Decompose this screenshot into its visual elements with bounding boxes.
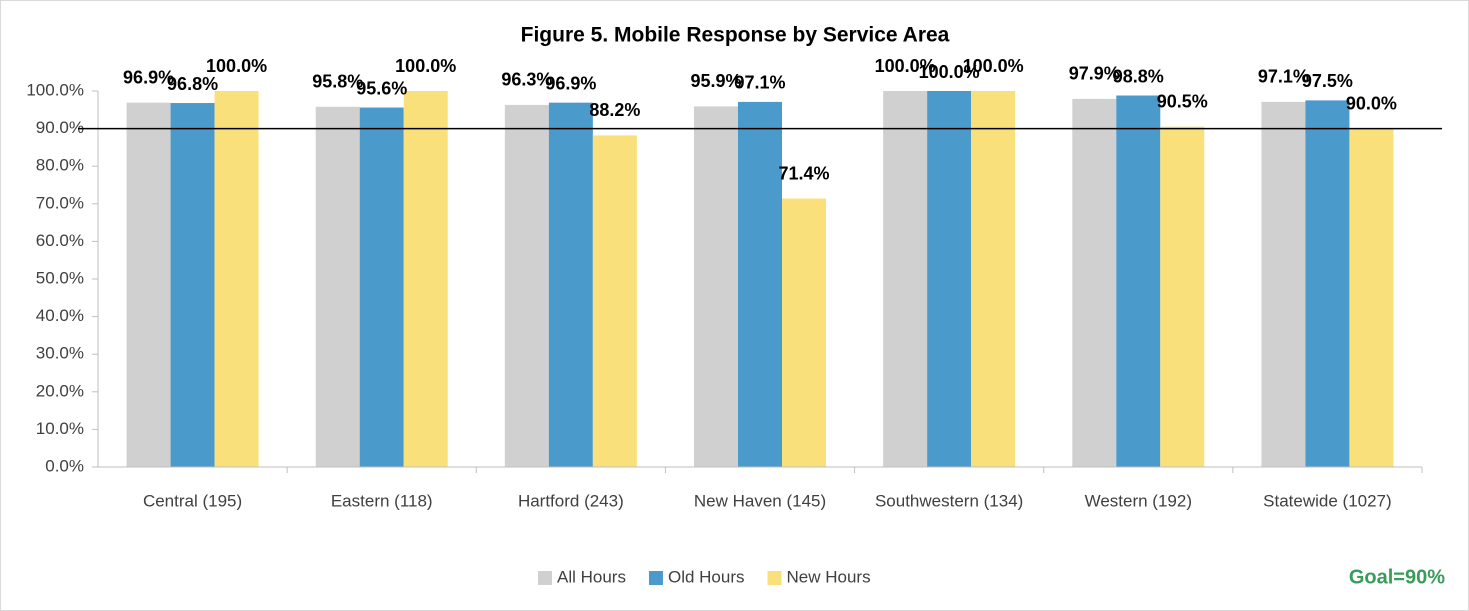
legend-label: New Hours (787, 567, 871, 586)
bar (1160, 126, 1205, 467)
y-tick-label: 90.0% (36, 118, 84, 137)
data-label: 96.9% (123, 67, 174, 87)
x-tick-label: Eastern (118) (331, 491, 433, 510)
bar (592, 135, 637, 468)
bar (1116, 95, 1161, 468)
bar (883, 91, 928, 467)
data-label: 97.1% (1258, 67, 1309, 87)
y-tick-label: 20.0% (36, 381, 84, 400)
data-label: 100.0% (963, 56, 1024, 76)
data-label: 95.9% (690, 71, 741, 91)
bar (927, 91, 972, 467)
x-tick-label: New Haven (145) (694, 491, 826, 510)
bar (403, 91, 448, 467)
legend-label: All Hours (557, 567, 626, 586)
bar (694, 106, 738, 467)
y-tick-label: 100.0% (26, 80, 84, 99)
data-label: 98.8% (1113, 66, 1164, 86)
bar (214, 91, 259, 467)
bar (1261, 101, 1306, 468)
data-label: 100.0% (206, 56, 267, 76)
bar (504, 104, 549, 468)
data-label: 100.0% (919, 62, 980, 82)
x-tick-label: Hartford (243) (518, 491, 624, 510)
y-tick-label: 60.0% (36, 231, 84, 250)
y-tick-label: 10.0% (36, 419, 84, 438)
y-tick-label: 50.0% (36, 268, 84, 287)
legend-swatch (648, 571, 663, 585)
legend-swatch (538, 571, 552, 585)
data-label: 97.5% (1302, 71, 1353, 91)
bar (126, 102, 171, 467)
bar (359, 107, 404, 467)
chart-title: Figure 5. Mobile Response by Service Are… (521, 24, 950, 47)
data-label: 96.8% (167, 74, 218, 94)
bar (971, 91, 1016, 467)
data-label: 90.5% (1157, 91, 1208, 111)
bar (548, 102, 593, 467)
legend-swatch (767, 571, 782, 585)
bar (1349, 128, 1394, 467)
y-tick-label: 40.0% (36, 306, 84, 325)
data-label: 95.6% (356, 78, 407, 98)
bar (1305, 100, 1350, 468)
data-label: 100.0% (875, 56, 936, 76)
bar (170, 103, 215, 468)
x-tick-label: Central (195) (143, 491, 242, 510)
bar (315, 106, 360, 468)
y-tick-label: 70.0% (36, 193, 84, 212)
y-tick-label: 0.0% (45, 456, 84, 475)
x-tick-label: Western (192) (1085, 491, 1192, 510)
data-label: 96.3% (501, 70, 552, 90)
data-label: 71.4% (778, 163, 829, 183)
y-tick-label: 80.0% (36, 156, 84, 175)
data-label: 95.8% (312, 72, 363, 92)
bar (738, 101, 782, 468)
x-tick-label: Southwestern (134) (875, 491, 1023, 510)
x-tick-label: Statewide (1027) (1263, 491, 1392, 510)
data-label: 100.0% (395, 56, 456, 76)
data-label: 96.9% (545, 73, 596, 93)
bar (1072, 98, 1117, 467)
bar (782, 198, 826, 467)
data-label: 88.2% (589, 100, 640, 120)
legend-label: Old Hours (668, 567, 745, 586)
goal-annotation: Goal=90% (1349, 566, 1445, 588)
data-label: 97.1% (734, 73, 785, 93)
data-label: 97.9% (1069, 64, 1120, 84)
data-label: 90.0% (1346, 93, 1397, 113)
y-tick-label: 30.0% (36, 344, 84, 363)
